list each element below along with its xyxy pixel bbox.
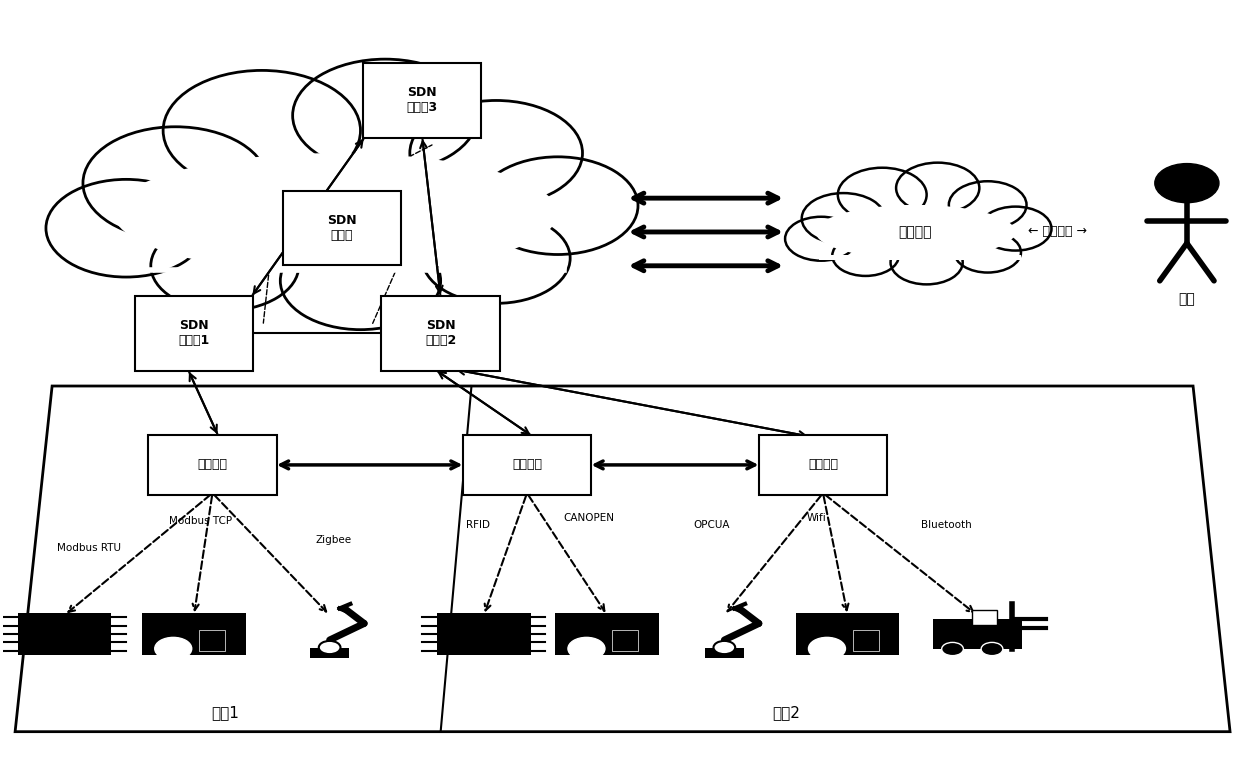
Circle shape [155, 637, 192, 660]
Bar [795, 613, 900, 655]
Bar [973, 610, 997, 625]
Circle shape [280, 232, 441, 329]
Text: RFID: RFID [466, 520, 489, 530]
Ellipse shape [114, 153, 558, 273]
FancyBboxPatch shape [363, 64, 482, 138]
Circle shape [891, 241, 963, 285]
Text: Modbus RTU: Modbus RTU [57, 543, 121, 553]
Circle shape [714, 641, 735, 654]
Bar [705, 647, 745, 658]
FancyBboxPatch shape [135, 296, 253, 371]
Circle shape [292, 59, 478, 172]
Circle shape [1155, 164, 1219, 203]
Circle shape [164, 70, 361, 191]
Text: ← 接入服务 →: ← 接入服务 → [1028, 226, 1087, 238]
Circle shape [942, 643, 964, 656]
Bar [142, 613, 245, 655]
FancyBboxPatch shape [463, 435, 591, 494]
Ellipse shape [102, 145, 570, 281]
Circle shape [83, 126, 268, 239]
Text: SDN
交换机3: SDN 交换机3 [406, 86, 437, 114]
Circle shape [46, 179, 207, 277]
Circle shape [802, 193, 885, 244]
Bar [852, 631, 878, 651]
Circle shape [410, 101, 582, 206]
Bar [437, 613, 530, 655]
Bar [17, 613, 112, 655]
Text: 智能网关: 智能网关 [512, 459, 541, 472]
Text: 车间1: 车间1 [211, 706, 239, 721]
Bar [555, 613, 659, 655]
Text: SDN
交换机1: SDN 交换机1 [178, 319, 209, 347]
Text: Bluetooth: Bluetooth [921, 520, 971, 530]
Circle shape [896, 163, 979, 213]
Text: 智能网关: 智能网关 [808, 459, 838, 472]
Text: 用户: 用户 [1178, 293, 1196, 307]
Circle shape [809, 637, 845, 660]
Text: Modbus TCP: Modbus TCP [169, 516, 232, 526]
FancyBboxPatch shape [382, 296, 499, 371]
FancyBboxPatch shape [758, 435, 887, 494]
Circle shape [979, 207, 1052, 251]
Circle shape [151, 221, 299, 311]
Text: 云服务器: 云服务器 [898, 225, 932, 239]
Polygon shape [15, 386, 1230, 732]
Ellipse shape [810, 201, 1021, 263]
Bar [310, 647, 349, 658]
Circle shape [786, 217, 857, 260]
Circle shape [567, 637, 605, 660]
Circle shape [838, 168, 927, 222]
Ellipse shape [815, 205, 1016, 259]
Circle shape [954, 232, 1021, 273]
Text: Wifi: Wifi [807, 512, 826, 522]
Text: SDN
控制器: SDN 控制器 [327, 214, 357, 242]
Bar [933, 619, 1022, 649]
Circle shape [478, 157, 638, 254]
FancyBboxPatch shape [149, 435, 276, 494]
Text: CANOPEN: CANOPEN [564, 512, 615, 522]
Text: Zigbee: Zigbee [315, 535, 352, 545]
Text: OPCUA: OPCUA [694, 520, 730, 530]
Text: 车间2: 车间2 [772, 706, 800, 721]
Circle shape [949, 181, 1027, 229]
Bar [612, 631, 638, 651]
FancyBboxPatch shape [282, 191, 401, 266]
Text: SDN
交换机2: SDN 交换机2 [425, 319, 456, 347]
Circle shape [318, 641, 341, 654]
Circle shape [422, 213, 570, 304]
Circle shape [833, 235, 898, 276]
Text: 智能网关: 智能网关 [197, 459, 228, 472]
Bar [199, 631, 225, 651]
Circle shape [981, 643, 1002, 656]
